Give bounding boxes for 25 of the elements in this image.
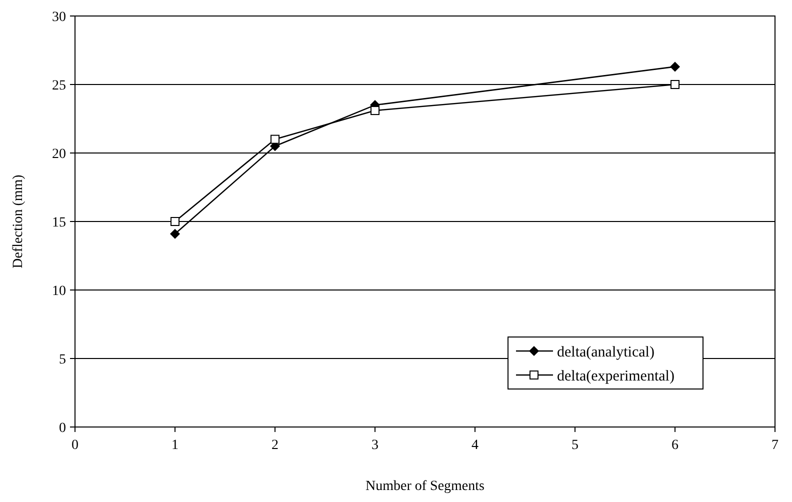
point — [270, 134, 280, 144]
x-tick-label: 1 — [172, 438, 178, 453]
y-tick-label: 0 — [59, 420, 66, 436]
x-tick-label: 3 — [372, 438, 378, 453]
y-tick-label: 20 — [52, 146, 66, 162]
x-tick-label: 0 — [72, 438, 78, 453]
point — [170, 228, 180, 239]
x-tick-label: 2 — [272, 438, 278, 453]
x-axis-title: Number of Segments — [366, 479, 484, 494]
x-tick-label: 4 — [472, 438, 478, 453]
y-tick-label: 5 — [59, 352, 66, 368]
x-tick-label: 6 — [672, 438, 678, 453]
x-tick-label: 7 — [772, 438, 778, 453]
y-tick-label: 30 — [52, 10, 66, 25]
x-tick-label: 5 — [572, 438, 578, 453]
point — [670, 62, 680, 72]
legend-label: delta(analytical) — [557, 344, 654, 360]
point — [370, 106, 380, 116]
y-tick-label: 10 — [52, 284, 66, 299]
y-axis-title: Deflection (mm) — [11, 174, 26, 268]
point — [170, 217, 180, 226]
legend-label: delta(experimental) — [557, 368, 674, 384]
point — [670, 80, 680, 89]
y-tick-label: 25 — [52, 78, 66, 94]
y-tick-label: 15 — [52, 215, 66, 230]
